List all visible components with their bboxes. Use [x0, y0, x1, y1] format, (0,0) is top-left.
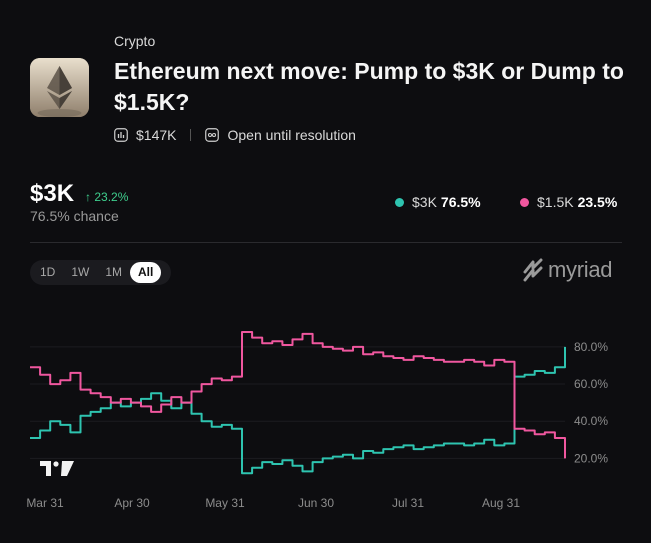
y-tick-label: 60.0% [574, 377, 608, 391]
y-tick-label: 80.0% [574, 340, 608, 354]
market-meta: $147K Open until resolution [114, 127, 356, 143]
x-tick-label: Jul 31 [392, 496, 424, 510]
meta-divider [190, 129, 192, 141]
market-title: Ethereum next move: Pump to $3K or Dump … [114, 58, 624, 115]
market-thumbnail [30, 58, 89, 117]
volume-chart-icon [114, 128, 128, 142]
x-tick-label: Jun 30 [298, 496, 334, 510]
price-history-chart: 80.0% 60.0% 40.0% 20.0% Mar 31 Apr 30 May 31 J… [26, 331, 608, 510]
legend-dot-icon [520, 197, 529, 207]
section-divider [30, 242, 622, 243]
infinity-icon [205, 128, 220, 142]
brand-name: myriad [548, 257, 613, 282]
chart-series [30, 331, 566, 475]
price-change: ↑ 23.2% [85, 190, 129, 204]
market-category: Crypto [114, 33, 156, 49]
y-tick-label: 20.0% [574, 451, 608, 465]
series-line-1-5k [30, 331, 566, 459]
y-axis-ticks: 80.0% 60.0% 40.0% 20.0% [574, 340, 608, 466]
volume-value: $147K [136, 127, 177, 143]
chart-grid [30, 346, 565, 459]
tab-all[interactable]: All [130, 262, 162, 283]
tab-1d[interactable]: 1D [40, 265, 56, 279]
legend-dot-icon [395, 197, 404, 207]
myriad-brand: myriad [522, 257, 613, 283]
time-range-tabs: 1D 1W 1M All [30, 260, 171, 285]
leading-outcome-price: $3K [30, 180, 75, 207]
ethereum-logo-icon [30, 58, 89, 117]
legend-item-3k: $3K 76.5% [395, 194, 481, 210]
resolution-status: Open until resolution [227, 127, 356, 143]
leading-outcome-chance: 76.5% chance [30, 208, 119, 224]
x-tick-label: Apr 30 [114, 496, 150, 510]
arrow-up-icon: ↑ [85, 190, 91, 204]
tradingview-logo-icon [40, 461, 74, 476]
tab-1w[interactable]: 1W [71, 265, 90, 279]
legend-item-1-5k: $1.5K 23.5% [520, 194, 617, 210]
x-tick-label: Mar 31 [26, 496, 64, 510]
tab-1m[interactable]: 1M [105, 265, 123, 279]
y-tick-label: 40.0% [574, 414, 608, 428]
x-tick-label: May 31 [205, 496, 245, 510]
series-line-3k [30, 346, 566, 475]
x-axis-ticks: Mar 31 Apr 30 May 31 Jun 30 Jul 31 Aug 31 [26, 496, 520, 510]
myriad-logo-icon [523, 258, 543, 282]
x-tick-label: Aug 31 [482, 496, 520, 510]
